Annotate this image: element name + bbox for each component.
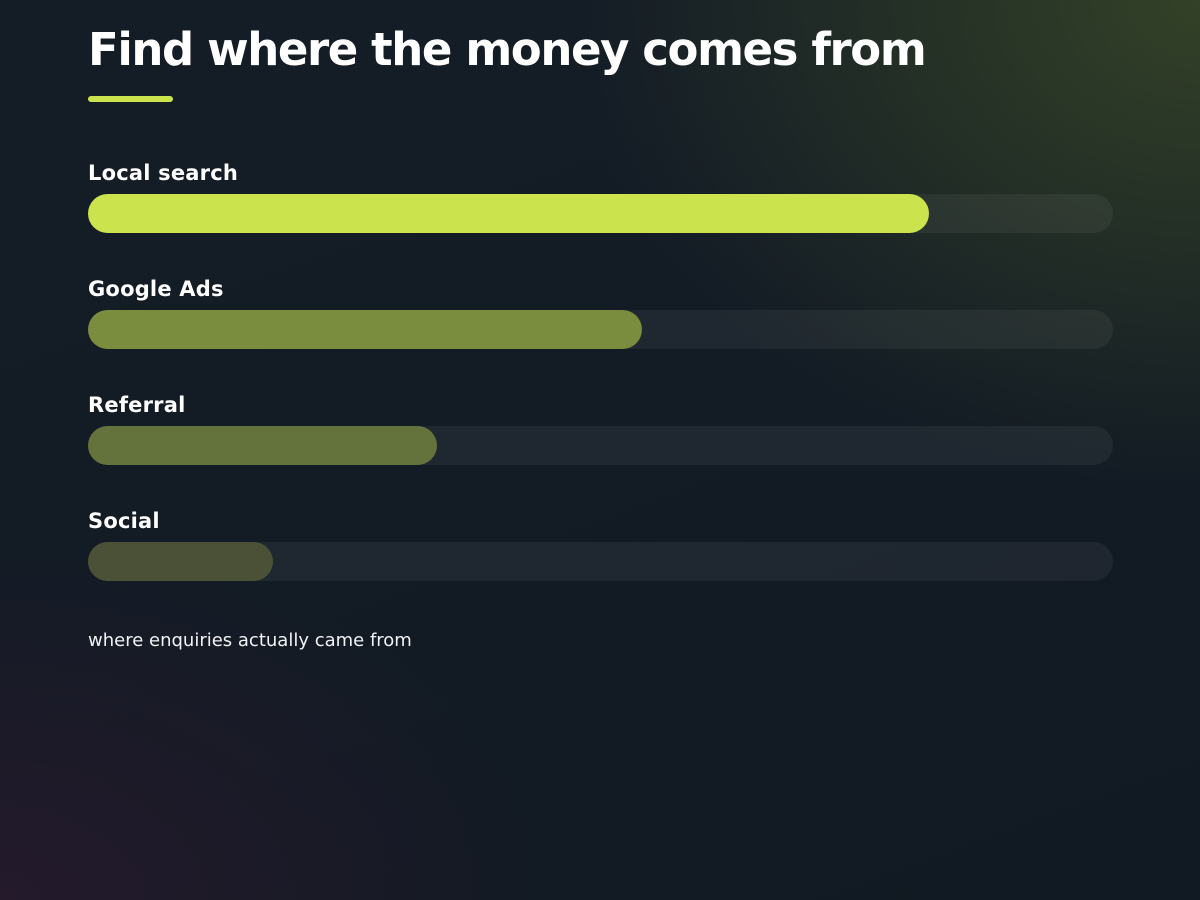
- bar-label: Social: [88, 509, 160, 533]
- chart-title: Find where the money comes from: [88, 23, 927, 76]
- bar-label: Referral: [88, 393, 186, 417]
- chart-caption: where enquiries actually came from: [88, 630, 412, 651]
- title-underline: [88, 96, 173, 102]
- bar-track: [88, 194, 1113, 233]
- bar-label: Google Ads: [88, 277, 224, 301]
- bar-fill: [88, 426, 437, 465]
- bar-row: Referral: [88, 382, 1113, 498]
- bar-fill: [88, 310, 642, 349]
- bar-track: [88, 426, 1113, 465]
- bar-row: Social: [88, 498, 1113, 614]
- bar-track: [88, 542, 1113, 581]
- bar-chart: Local search Google Ads Referral Social: [88, 150, 1113, 614]
- bar-fill: [88, 194, 929, 233]
- bar-fill: [88, 542, 273, 581]
- bar-track: [88, 310, 1113, 349]
- bar-label: Local search: [88, 161, 239, 185]
- bar-row: Local search: [88, 150, 1113, 266]
- bar-row: Google Ads: [88, 266, 1113, 382]
